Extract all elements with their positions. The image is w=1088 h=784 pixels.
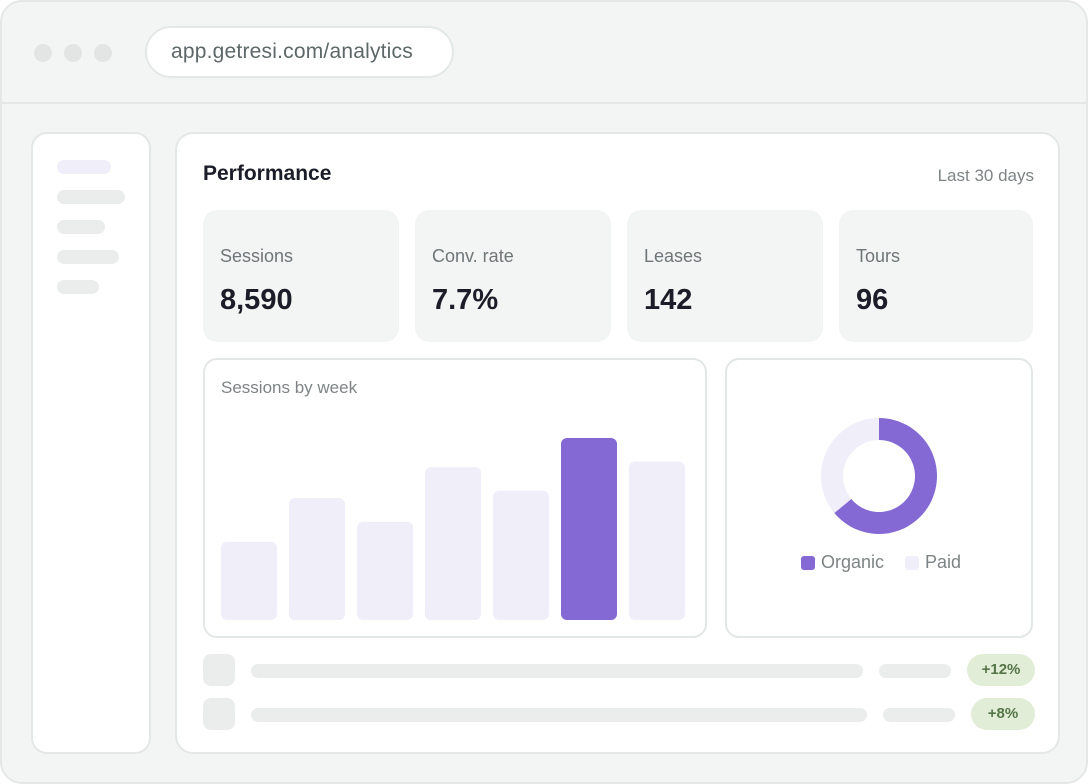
- sidebar-item[interactable]: [57, 190, 125, 204]
- sidebar: [31, 132, 151, 754]
- sidebar-item[interactable]: [57, 280, 99, 294]
- stat-value: 8,590: [220, 284, 293, 316]
- row-icon: [203, 654, 235, 686]
- bar[interactable]: [221, 541, 277, 620]
- stat-value: 7.7%: [432, 284, 499, 316]
- legend-label: Organic: [821, 552, 885, 572]
- stat-label: Tours: [856, 246, 901, 266]
- stat-value: 142: [644, 284, 693, 316]
- sidebar-item-active[interactable]: [57, 160, 111, 174]
- stat-card-tours: Tours 96: [839, 210, 1033, 342]
- stat-label: Conv. rate: [432, 246, 514, 266]
- legend-swatch-paid: [905, 555, 919, 570]
- donut-slice-paid[interactable]: [821, 418, 879, 513]
- legend-label: Paid: [925, 552, 962, 572]
- bar-highlighted[interactable]: [561, 438, 617, 620]
- title-bar: app.getresi.com/analytics: [2, 2, 1086, 104]
- stat-card-leases: Leases 142: [627, 210, 823, 342]
- bar[interactable]: [425, 467, 481, 620]
- traffic-donut-chart: Organic Paid: [725, 358, 1033, 638]
- maximize-window-dot[interactable]: [94, 44, 112, 62]
- page-title: Performance: [203, 162, 332, 185]
- row-text-placeholder: [251, 664, 863, 678]
- bar[interactable]: [357, 521, 413, 620]
- sessions-bar-chart: Sessions by week: [203, 358, 707, 638]
- bar-chart-svg: [221, 438, 685, 620]
- donut-chart-svg: [821, 418, 937, 534]
- minimize-window-dot[interactable]: [64, 44, 82, 62]
- stat-label: Leases: [644, 246, 703, 266]
- date-range-selector[interactable]: Last 30 days: [937, 166, 1034, 185]
- row-icon: [203, 698, 235, 730]
- close-window-dot[interactable]: [34, 44, 52, 62]
- row-meta-placeholder: [879, 664, 951, 678]
- row-text-placeholder: [251, 708, 867, 722]
- row-meta-placeholder: [883, 708, 955, 722]
- legend-organic: Organic: [801, 552, 884, 573]
- change-badge: +8%: [971, 698, 1035, 730]
- sidebar-item[interactable]: [57, 250, 119, 264]
- bar[interactable]: [289, 498, 345, 620]
- stat-card-conv-rate: Conv. rate 7.7%: [415, 210, 611, 342]
- address-bar[interactable]: app.getresi.com/analytics: [145, 26, 454, 78]
- legend-paid: Paid: [905, 552, 961, 573]
- stat-value: 96: [856, 284, 889, 316]
- bar[interactable]: [493, 490, 549, 620]
- legend-swatch-organic: [801, 555, 815, 570]
- bar[interactable]: [629, 461, 685, 620]
- stat-label: Sessions: [220, 246, 294, 266]
- donut-slice-organic[interactable]: [834, 418, 937, 534]
- main-card: Performance Last 30 days Sessions 8,590 …: [175, 132, 1060, 754]
- change-badge: +12%: [967, 654, 1035, 686]
- stat-card-sessions: Sessions 8,590: [203, 210, 399, 342]
- chart-title: Sessions by week: [221, 378, 358, 397]
- sidebar-item[interactable]: [57, 220, 105, 234]
